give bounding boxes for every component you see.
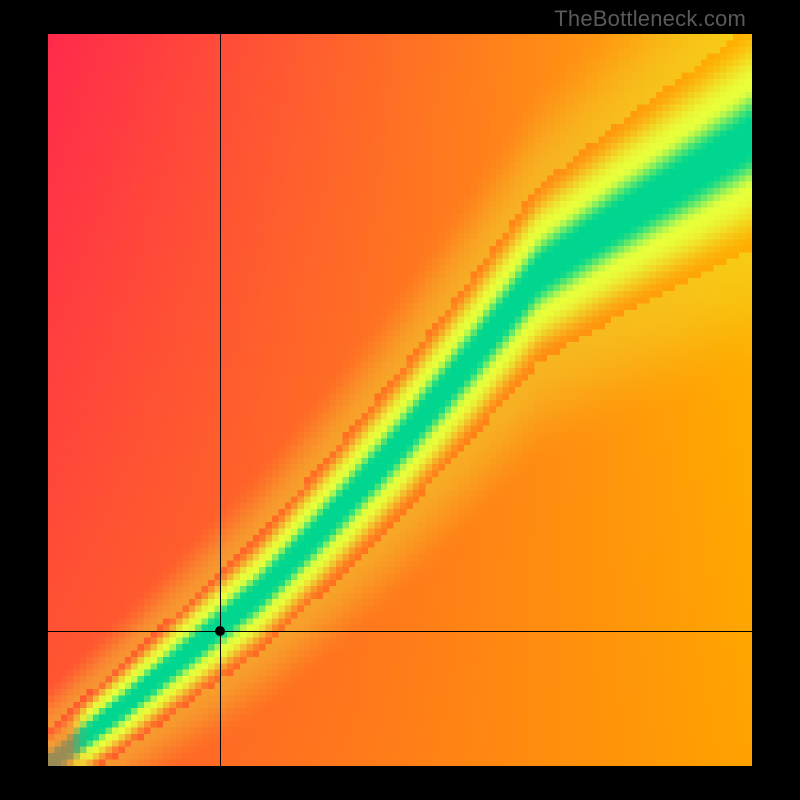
crosshair-horizontal [48, 631, 752, 632]
watermark-text: TheBottleneck.com [554, 6, 746, 32]
crosshair-vertical [220, 34, 221, 766]
bottleneck-heatmap-plot [48, 34, 752, 766]
selected-point-marker [215, 626, 225, 636]
heatmap-canvas [48, 34, 752, 766]
